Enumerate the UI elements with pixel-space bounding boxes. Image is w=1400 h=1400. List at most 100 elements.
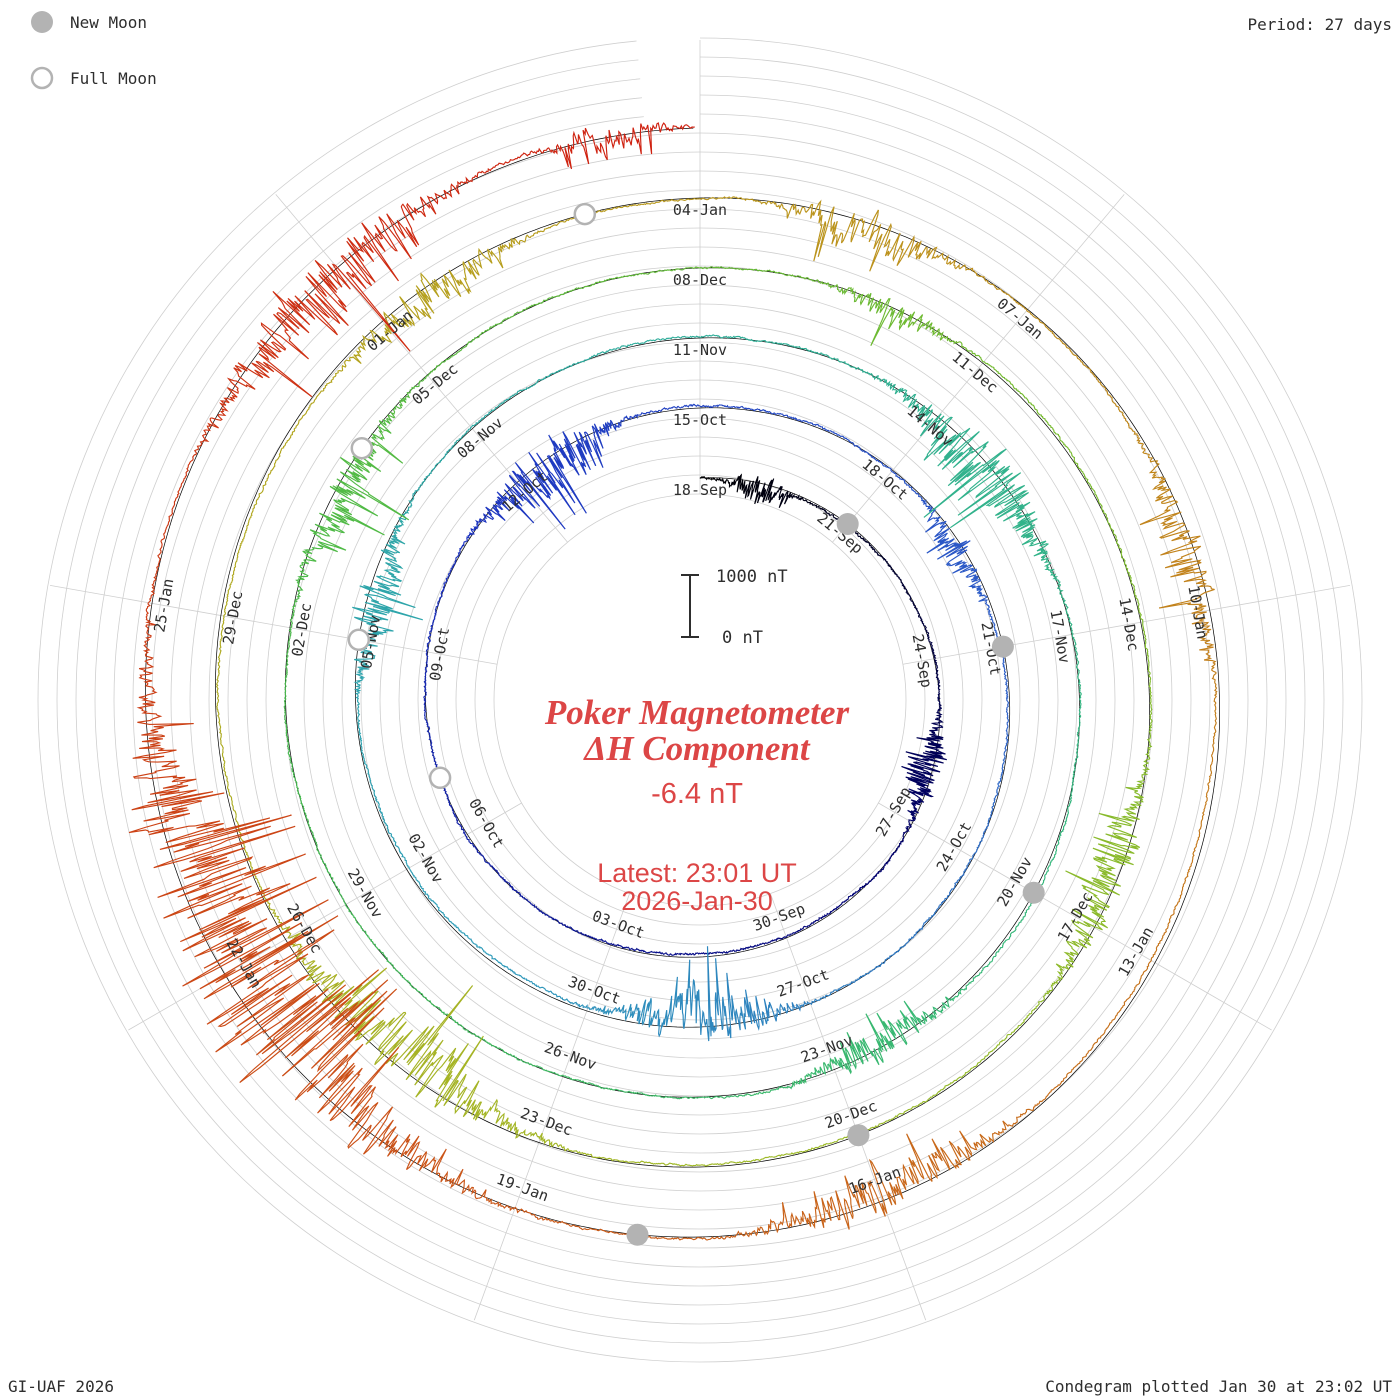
grid-spoke <box>49 584 498 665</box>
trace-segment <box>872 865 885 880</box>
trace-segment <box>993 1027 1018 1051</box>
date-label: 02-Nov <box>404 830 447 886</box>
trace-segment <box>1008 380 1031 404</box>
trace-segment <box>929 641 937 659</box>
trace-segment <box>211 387 239 421</box>
trace-segment <box>961 857 974 877</box>
trace-segment <box>988 484 1031 522</box>
trace-segment <box>589 1082 618 1091</box>
trace-segment <box>1146 652 1152 685</box>
trace-segment <box>331 879 347 905</box>
trace-segment <box>423 670 428 691</box>
trace-segment <box>882 557 893 571</box>
trace-segment <box>511 462 566 530</box>
trace-segment <box>1071 633 1079 661</box>
trace-segment <box>699 1233 738 1241</box>
date-label: 08-Dec <box>673 271 727 289</box>
trace-segment <box>490 396 512 412</box>
trace-segment <box>751 941 770 949</box>
trace-segment <box>1122 414 1144 445</box>
date-label: 26-Nov <box>542 1038 599 1073</box>
new-moon-marker <box>626 1223 649 1246</box>
trace-segment <box>808 1190 850 1230</box>
trace-segment <box>819 280 851 296</box>
trace-segment <box>182 899 329 990</box>
trace-segment <box>735 945 753 952</box>
baseline-spiral <box>145 127 1220 1238</box>
date-label: 15-Oct <box>673 411 727 429</box>
trace-segment <box>319 485 385 536</box>
trace-segment <box>542 130 583 170</box>
trace-segment <box>720 404 742 409</box>
trace-segment <box>1050 425 1071 451</box>
trace-segment <box>1070 765 1076 793</box>
date-label: 29-Nov <box>344 865 387 921</box>
trace-segment <box>729 473 746 494</box>
trace-segment <box>289 598 298 629</box>
trace-segment <box>998 288 1028 311</box>
trace-segment <box>546 434 587 514</box>
trace-segment <box>1141 746 1151 779</box>
trace-segment <box>540 1132 571 1152</box>
trace-segment <box>314 372 338 400</box>
date-label: 10-Jan <box>1184 584 1211 640</box>
trace-segment <box>1199 646 1217 683</box>
trace-segment <box>553 287 583 298</box>
trace-segment <box>990 795 997 818</box>
trace-segment <box>1181 859 1194 895</box>
trace-segment <box>489 864 503 879</box>
trace-segment <box>769 935 787 943</box>
trace-segment <box>308 826 321 855</box>
trace-segment <box>215 682 220 718</box>
trace-segment <box>907 484 924 501</box>
trace-segment <box>634 1160 668 1166</box>
trace-segment <box>848 364 874 376</box>
trace-segment <box>1141 443 1160 479</box>
trace-segment <box>1008 1103 1040 1127</box>
chart-title-line1: Poker Magnetometer <box>544 693 850 732</box>
trace-segment <box>610 272 641 280</box>
trace-segment <box>282 988 398 1101</box>
trace-segment <box>430 746 439 767</box>
trace-segment <box>359 575 416 609</box>
trace-segment <box>536 1065 564 1077</box>
trace-segment <box>610 943 630 950</box>
trace-segment <box>894 837 905 853</box>
trace-segment <box>505 966 526 980</box>
trace-segment <box>756 478 776 504</box>
trace-segment <box>945 545 973 574</box>
trace-segment <box>845 889 860 902</box>
trace-segment <box>926 532 971 560</box>
trace-segment <box>423 690 427 711</box>
trace-segment <box>238 518 251 551</box>
trace-segment <box>286 743 294 773</box>
trace-segment <box>1016 1004 1039 1029</box>
trace-segment <box>699 334 726 339</box>
date-label: 04-Jan <box>673 201 727 219</box>
trace-segment <box>916 724 944 742</box>
trace-segment <box>447 558 457 578</box>
trace-segment <box>528 451 576 516</box>
trace-segment <box>610 1003 634 1022</box>
date-label: 05-Dec <box>408 360 461 409</box>
trace-segment <box>166 489 180 528</box>
trace-segment <box>664 952 683 956</box>
trace-segment <box>968 267 999 290</box>
trace-segment <box>587 1228 626 1236</box>
full-moon-marker <box>347 628 371 652</box>
trace-segment <box>843 1175 888 1219</box>
trace-segment <box>593 937 612 946</box>
trace-segment <box>831 209 879 247</box>
trace-segment <box>699 404 721 409</box>
trace-segment <box>976 1120 1010 1149</box>
trace-segment <box>972 837 984 858</box>
trace-segment <box>319 853 334 880</box>
grid-spoke <box>902 584 1351 665</box>
trace-segment <box>421 463 438 484</box>
trace-segment <box>619 122 661 155</box>
trace-segment <box>467 247 504 280</box>
full-moon-marker <box>428 766 452 790</box>
trace-segment <box>876 1012 908 1052</box>
trace-segment <box>773 485 792 509</box>
